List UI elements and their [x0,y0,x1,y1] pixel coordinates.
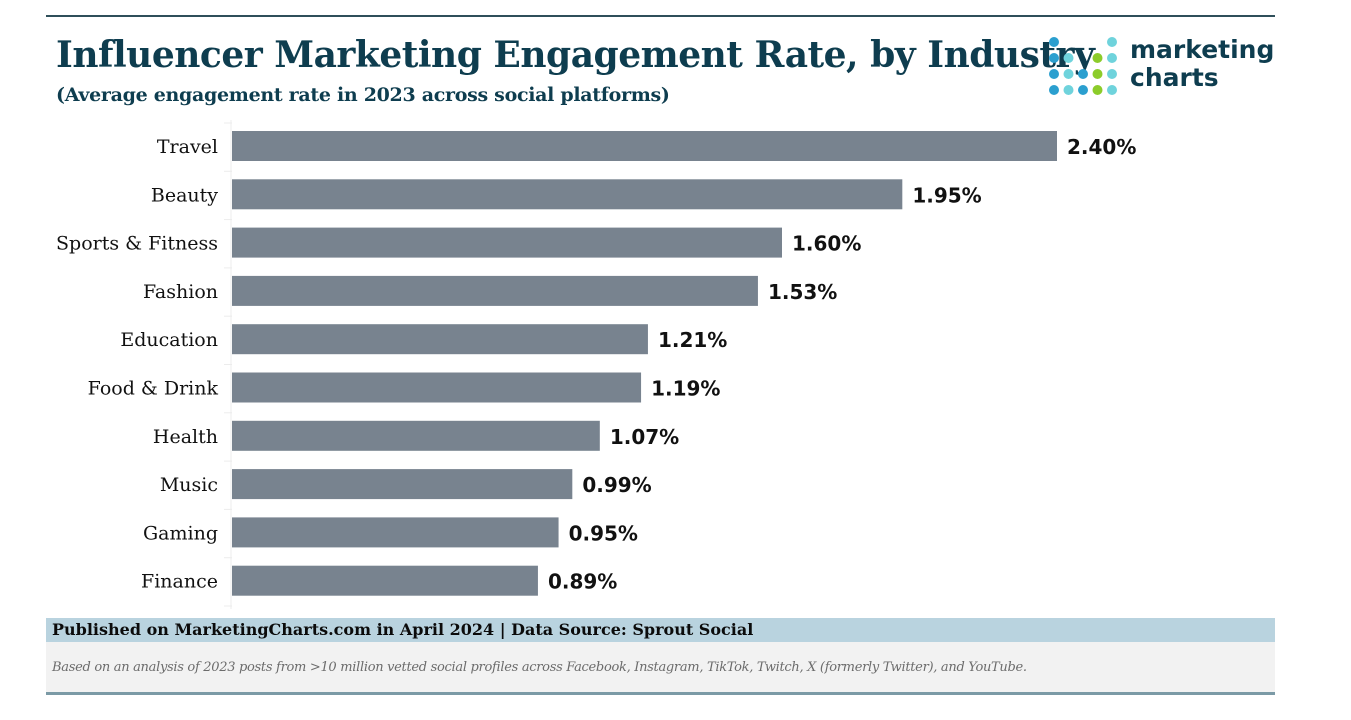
category-label: Beauty [151,184,218,206]
logo-line-2: charts [1130,63,1219,92]
logo-dot [1063,85,1074,95]
value-label: 1.19% [651,377,720,401]
top-rule [46,15,1275,17]
logo-dots-icon [1049,37,1117,95]
footer-note: Based on an analysis of 2023 posts from … [52,660,1027,675]
category-label: Sports & Fitness [56,233,218,255]
category-label: Music [160,474,218,496]
logo-dot [1078,85,1088,95]
value-label: 0.95% [569,521,638,545]
value-label: 0.99% [582,473,651,497]
logo-line-1: marketing [1130,35,1275,64]
logo-dot [1078,69,1088,79]
logo-dot [1107,85,1117,95]
bar-fashion [232,275,758,306]
logo-dot [1107,53,1117,63]
marketingcharts-logo[interactable]: marketing charts [1048,36,1278,98]
logo-dot [1092,85,1103,95]
category-label: Finance [141,571,218,593]
logo-dot [1107,37,1117,47]
value-label: 1.07% [610,425,679,449]
category-label: Gaming [143,522,218,544]
value-label: 2.40% [1067,135,1136,159]
value-label: 1.95% [912,183,981,207]
footer-note-box: Based on an analysis of 2023 posts from … [46,642,1275,692]
bar-food-drink [232,372,642,403]
category-label: Travel [157,136,218,158]
footer-source-bar: Published on MarketingCharts.com in Apri… [46,618,1275,642]
chart-subtitle: (Average engagement rate in 2023 across … [56,84,670,106]
category-label: Education [120,329,218,351]
footer-source: Published on MarketingCharts.com in Apri… [52,620,754,639]
logo-dot [1092,53,1103,63]
bar-travel [232,131,1057,161]
bar-chart: Travel Beauty Sports & Fitness Fashion Educa… [56,120,1136,609]
bar-gaming [232,517,559,548]
logo-dot [1092,69,1103,79]
bar-music [232,469,573,500]
logo-dot [1063,69,1074,79]
bar-health [232,420,600,451]
logo-dot [1107,69,1117,79]
logo-dot [1049,69,1059,79]
logo-dot [1049,37,1059,47]
bar-finance [232,565,538,596]
bar-sports-fitness [232,227,782,258]
chart-title: Influencer Marketing Engagement Rate, by… [56,34,1095,76]
category-label: Fashion [143,281,218,303]
bar-education [232,324,648,355]
logo-dot [1049,85,1059,95]
value-label: 1.21% [658,328,727,352]
bar-beauty [232,179,903,210]
category-label: Health [153,426,218,448]
value-label: 1.53% [768,280,837,304]
value-label: 0.89% [548,570,617,594]
category-label: Food & Drink [88,378,219,400]
logo-text: marketing charts [1130,36,1274,92]
logo-dot [1063,53,1074,63]
value-label: 1.60% [792,232,861,256]
logo-dot [1049,53,1059,63]
bottom-rule [46,692,1275,695]
